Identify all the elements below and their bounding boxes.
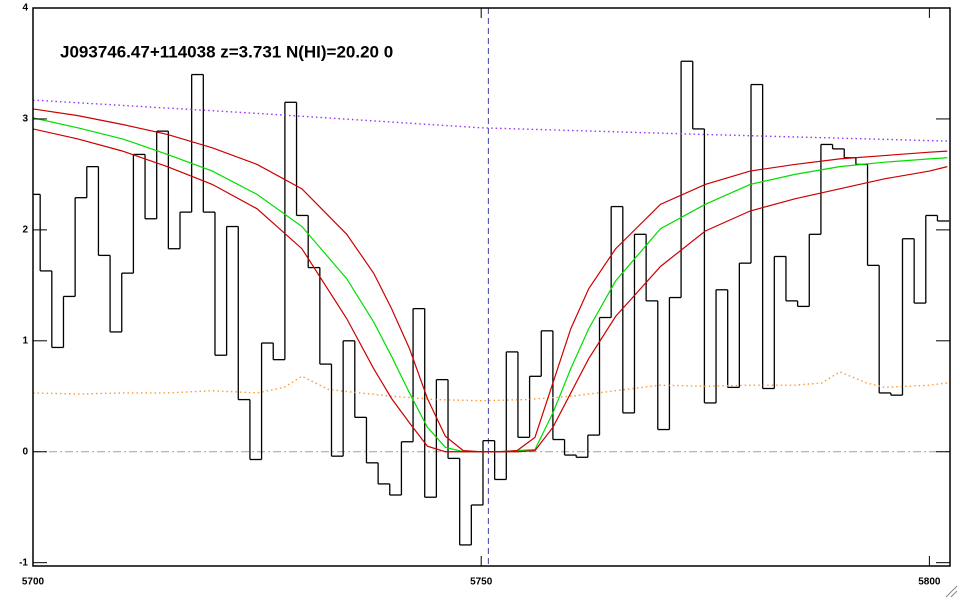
y-tick-label: -1 [19,557,28,568]
x-tick-label: 5800 [918,577,941,588]
x-tick-label: 5700 [22,577,45,588]
y-tick-label: 2 [22,225,28,236]
resize-grip [945,585,958,598]
y-tick-label: 3 [22,114,28,125]
y-tick-label: 4 [22,3,28,14]
chart-title: J093746.47+114038 z=3.731 N(HI)=20.20 0 [60,42,393,61]
model-curve [33,128,948,453]
plot-area [33,8,950,566]
plot-frame [32,7,951,567]
y-tick-label: 1 [22,335,28,346]
dotted-curve [33,371,948,402]
x-tick-label: 5750 [470,577,493,588]
y-tick-label: 0 [22,446,28,457]
dotted-curve [33,99,948,142]
